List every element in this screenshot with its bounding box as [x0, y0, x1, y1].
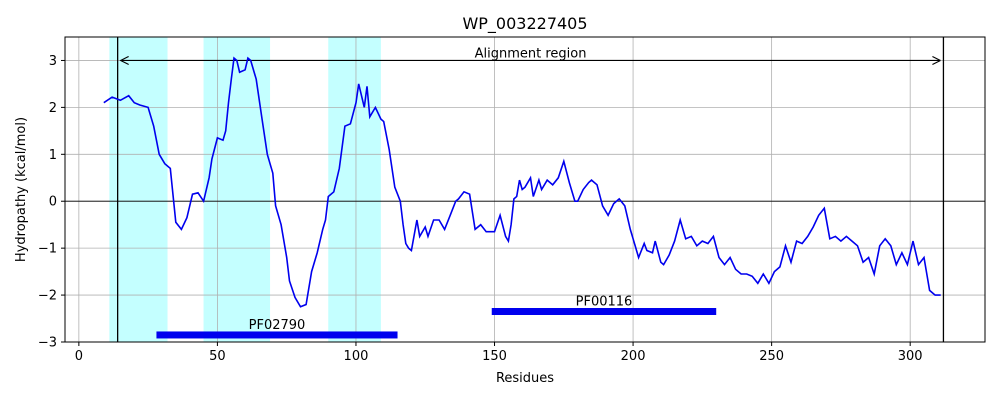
x-tick-label: 300: [898, 349, 923, 364]
y-tick-label: −3: [38, 336, 57, 351]
y-axis-label: Hydropathy (kcal/mol): [14, 117, 29, 262]
highlight-regions: [109, 37, 381, 342]
alignment-arrow-head-left: [119, 55, 129, 65]
y-tick-label: 1: [49, 148, 57, 163]
alignment-arrow: [119, 55, 941, 65]
y-axis-ticks: −3 −2 −1 0 1 2 3: [38, 54, 65, 351]
x-axis-ticks: 0 50 100 150 200 250 300: [75, 342, 923, 364]
x-tick-label: 250: [759, 349, 784, 364]
domain-bars: PF02790 PF00116: [156, 295, 717, 339]
plot-frame: [64, 36, 986, 343]
alignment-arrow-head-right: [932, 55, 941, 65]
y-tick-label: −1: [38, 242, 57, 257]
y-tick-label: 2: [49, 101, 57, 116]
x-tick-label: 0: [75, 349, 83, 364]
y-tick-label: 3: [49, 54, 57, 69]
y-tick-label: −2: [38, 289, 57, 304]
alignment-label: Alignment region: [475, 46, 587, 61]
domain-label-PF02790: PF02790: [249, 318, 306, 333]
x-tick-label: 50: [209, 349, 226, 364]
highlight-region-2: [203, 37, 271, 342]
highlight-region-1: [109, 37, 168, 342]
chart-title: WP_003227405: [462, 14, 587, 34]
domain-bar-PF00116: [491, 308, 717, 315]
x-tick-label: 200: [621, 349, 646, 364]
x-tick-label: 150: [482, 349, 507, 364]
domain-bar-PF02790: [156, 331, 398, 339]
highlight-region-3: [328, 37, 381, 342]
x-axis-label: Residues: [496, 371, 554, 386]
y-tick-label: 0: [49, 195, 57, 210]
domain-label-PF00116: PF00116: [576, 295, 633, 310]
x-tick-label: 100: [344, 349, 369, 364]
hydropathy-line: [103, 56, 941, 308]
